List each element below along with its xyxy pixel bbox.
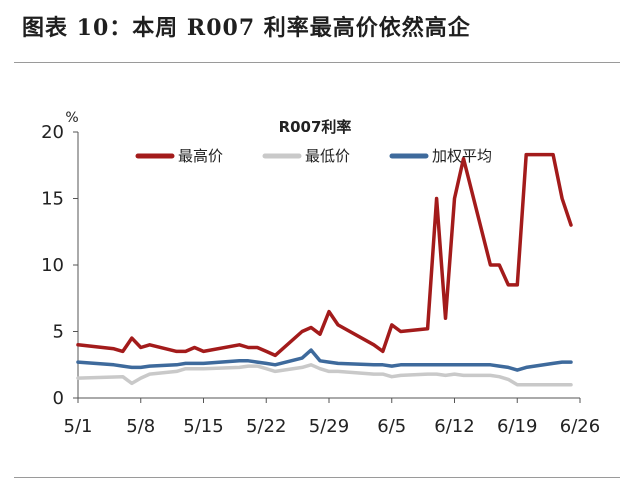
axes: 0 5 10 15 20 5/1 5/8 5/15 5/22 5/29 6/5 6/12 6/19 6/2… <box>41 122 600 437</box>
x-tick-label: 5/8 <box>126 416 155 437</box>
chart-title: R007利率 <box>279 118 352 136</box>
y-unit-label: % <box>65 110 78 126</box>
y-tick-label: 20 <box>41 122 64 143</box>
legend-label: 最低价 <box>305 147 350 165</box>
series-line-weighted-avg <box>76 348 573 372</box>
y-tick-label: 0 <box>53 388 64 409</box>
x-tick-label: 5/1 <box>64 416 93 437</box>
legend-label: 最高价 <box>178 147 223 165</box>
legend-label: 加权平均 <box>432 147 492 165</box>
x-tick-label: 6/26 <box>560 416 600 437</box>
figure-title: 图表 10：本周 R007 利率最高价依然高企 <box>22 15 471 41</box>
series-layer <box>76 152 573 387</box>
x-tick-label: 6/5 <box>377 416 406 437</box>
x-tick-label: 6/19 <box>497 416 537 437</box>
x-tick-label: 6/12 <box>434 416 474 437</box>
bottom-rule <box>14 477 620 478</box>
y-tick-label: 15 <box>41 189 64 210</box>
series-line-max <box>76 152 573 358</box>
legend: 最高价 最低价 加权平均 <box>135 147 492 165</box>
x-tick-label: 5/15 <box>183 416 223 437</box>
y-tick-label: 5 <box>53 322 64 343</box>
x-tick-label: 5/22 <box>246 416 286 437</box>
x-tick-label: 5/29 <box>309 416 349 437</box>
top-rule <box>14 62 620 63</box>
y-tick-label: 10 <box>41 255 64 276</box>
series-line-min <box>76 363 573 387</box>
